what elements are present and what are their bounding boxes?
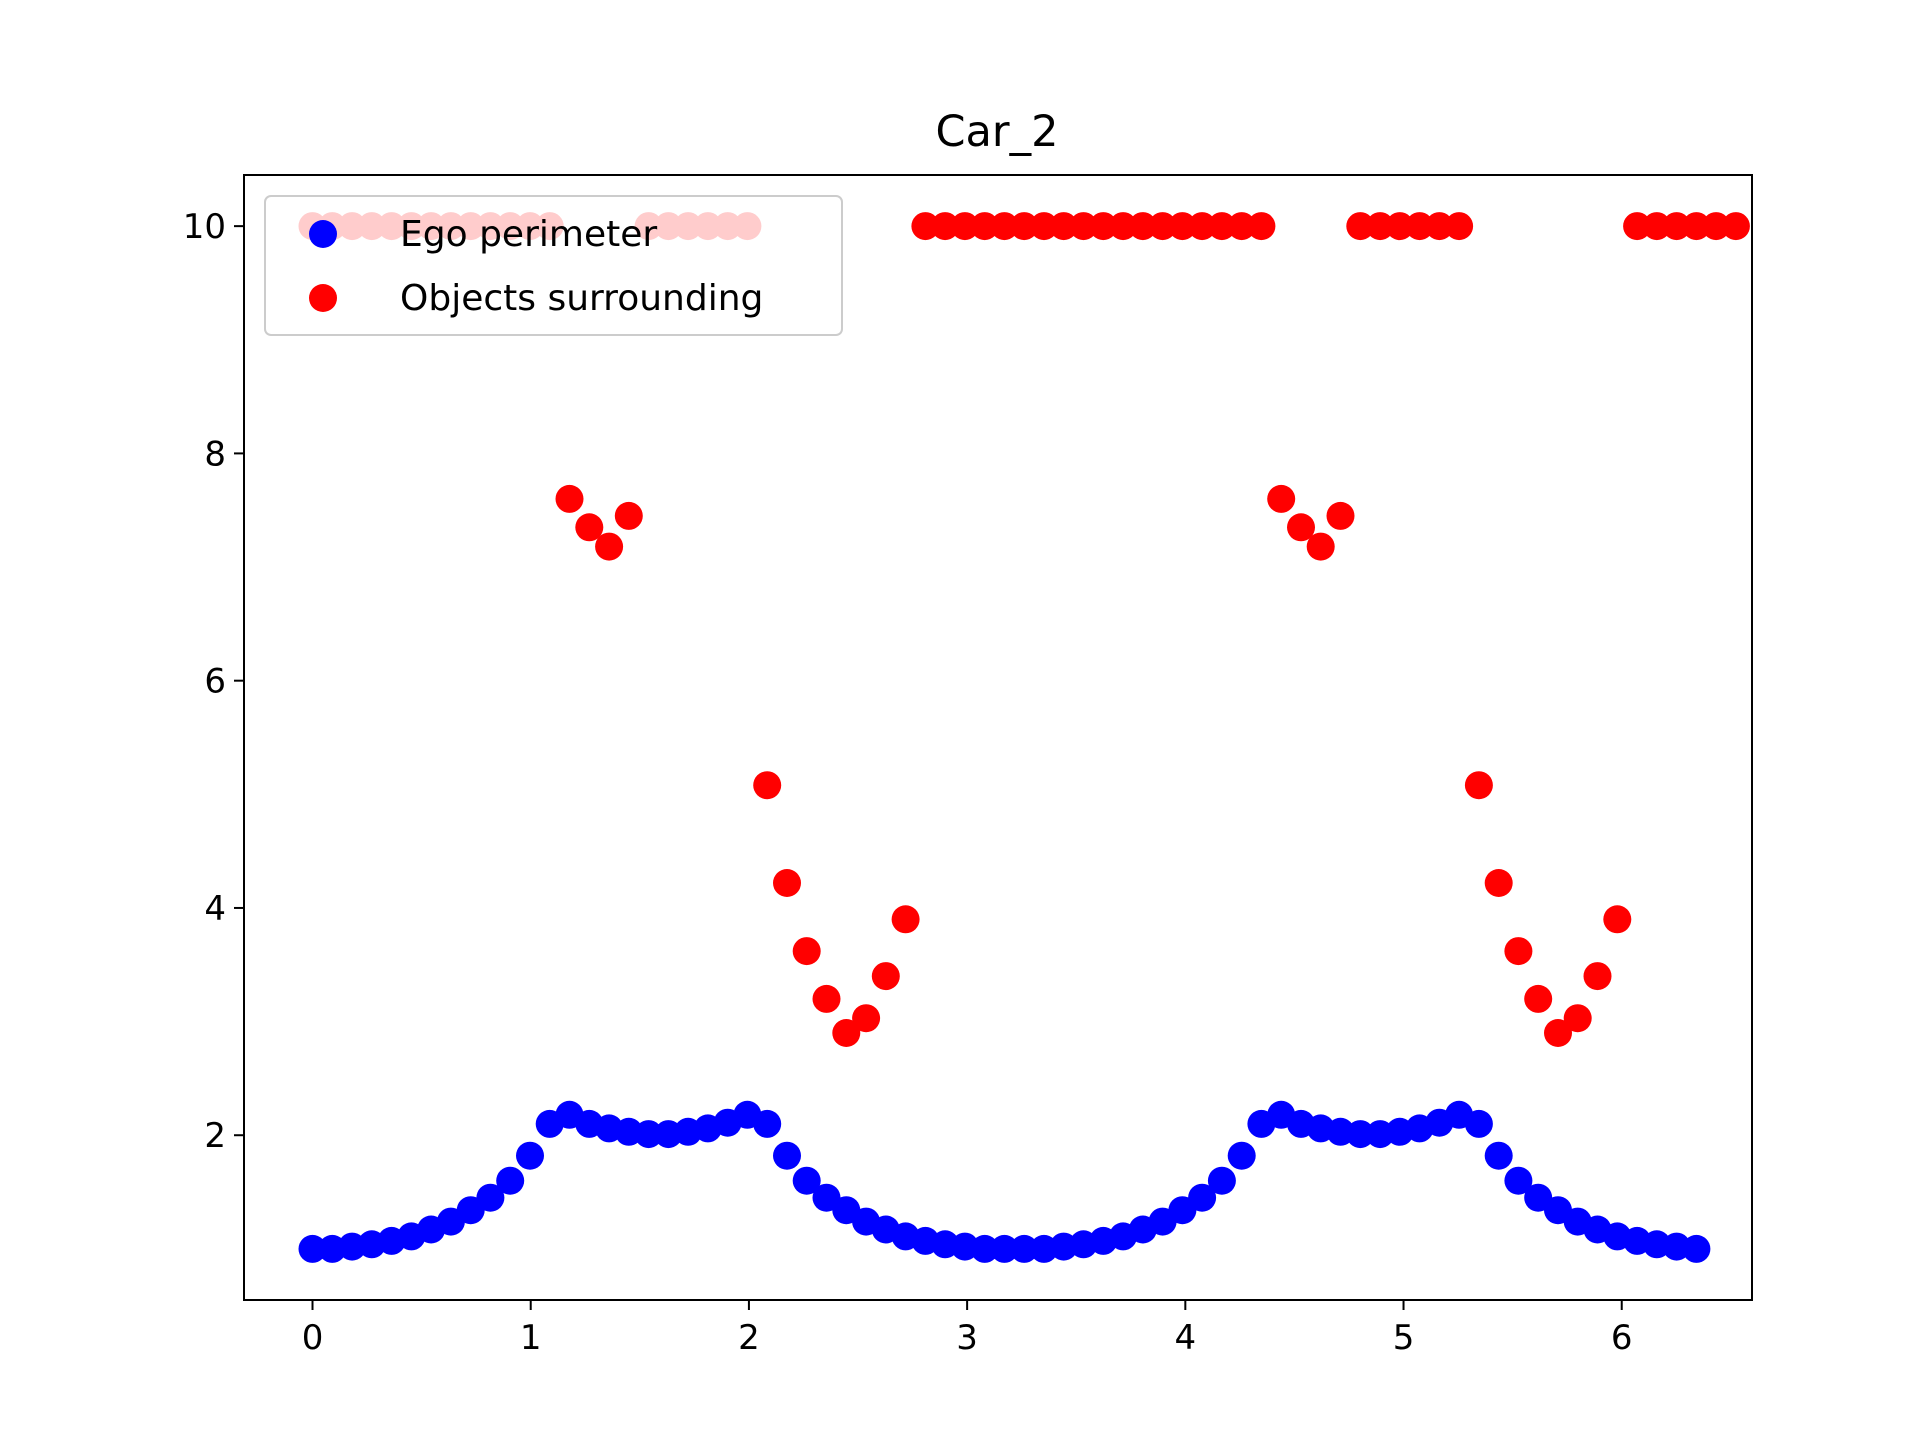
point-objects-54 [1366,212,1395,241]
point-ego-25 [792,1166,821,1195]
point-objects-43 [1148,212,1177,241]
y-tick-label-8: 8 [204,434,226,474]
x-tick-label-5: 5 [1393,1318,1415,1358]
legend: Ego perimeter Objects surrounding [264,195,843,336]
point-objects-31 [911,212,940,241]
y-tick-label-6: 6 [204,662,226,702]
point-objects-37 [1030,212,1058,241]
x-tick-label-4: 4 [1175,1318,1197,1358]
point-ego-36 [1010,1234,1039,1263]
point-objects-29 [871,962,900,991]
point-objects-49 [1267,484,1296,513]
point-objects-68 [1642,212,1671,241]
point-objects-13 [555,484,584,513]
point-objects-34 [970,212,999,241]
point-ego-70 [1682,1234,1711,1263]
point-ego-34 [970,1234,999,1263]
y-tick-label-4: 4 [204,889,226,929]
point-objects-15 [595,532,624,561]
point-ego-53 [1346,1120,1375,1149]
point-objects-33 [950,212,979,241]
y-tick-label-10: 10 [183,207,226,247]
x-tick-label-0: 0 [302,1318,324,1358]
point-ego-46 [1207,1166,1236,1195]
point-ego-9 [476,1183,505,1212]
point-ego-35 [990,1234,1019,1263]
axis-ticks: 0 1 2 3 4 5 6 2 4 6 8 10 [183,207,1633,1358]
point-objects-40 [1089,212,1118,241]
point-objects-44 [1168,212,1197,241]
point-ego-59 [1464,1109,1493,1138]
point-objects-27 [832,1019,861,1047]
point-objects-16 [614,501,643,530]
point-objects-65 [1583,962,1612,991]
point-objects-62 [1524,984,1553,1013]
point-objects-23 [753,771,782,800]
x-tick-label-1: 1 [520,1318,542,1358]
point-objects-71 [1702,212,1731,241]
point-objects-52 [1326,501,1355,530]
point-objects-46 [1207,212,1236,241]
point-objects-66 [1603,905,1632,934]
legend-box [264,195,843,336]
point-objects-56 [1405,212,1434,241]
legend-label-ego: Ego perimeter [400,214,657,255]
x-tick-label-6: 6 [1611,1318,1633,1358]
point-objects-64 [1563,1004,1592,1033]
point-objects-58 [1445,212,1474,241]
point-objects-61 [1504,937,1533,966]
point-objects-70 [1682,212,1711,241]
point-objects-53 [1346,212,1375,241]
point-ego-45 [1188,1183,1217,1212]
point-objects-63 [1544,1019,1572,1047]
point-ego-24 [773,1141,801,1170]
legend-label-objects: Objects surrounding [400,278,763,319]
point-objects-26 [812,984,841,1013]
chart-title: Car_2 [936,107,1059,157]
point-objects-59 [1464,771,1493,800]
point-objects-32 [931,212,960,241]
x-tick-label-3: 3 [956,1318,978,1358]
point-ego-11 [516,1141,544,1170]
point-objects-47 [1227,212,1256,241]
point-objects-55 [1385,212,1414,241]
point-objects-41 [1109,212,1138,241]
point-objects-42 [1128,212,1157,241]
point-objects-36 [1010,212,1039,241]
point-objects-38 [1049,212,1078,241]
point-ego-0 [298,1234,327,1263]
legend-marker-objects [309,284,337,312]
point-objects-39 [1069,212,1098,241]
point-objects-14 [575,513,604,542]
point-ego-61 [1504,1166,1533,1195]
point-objects-30 [891,905,920,934]
point-objects-24 [773,869,801,897]
x-tick-label-2: 2 [738,1318,760,1358]
y-tick-label-2: 2 [204,1116,226,1156]
point-objects-28 [852,1004,881,1033]
point-objects-25 [792,937,821,966]
point-objects-67 [1623,212,1652,241]
point-ego-60 [1484,1141,1513,1170]
point-objects-35 [990,212,1019,241]
point-objects-60 [1484,869,1513,897]
plot-frame [243,174,1753,1301]
point-objects-50 [1287,513,1315,542]
point-objects-51 [1306,532,1335,561]
point-ego-47 [1227,1141,1256,1170]
point-ego-17 [634,1120,663,1149]
point-objects-57 [1425,212,1454,241]
point-objects-69 [1662,212,1691,241]
point-objects-48 [1247,212,1276,241]
point-objects-45 [1188,212,1217,241]
point-ego-23 [753,1109,782,1138]
legend-marker-ego [309,220,337,248]
point-ego-10 [496,1166,525,1195]
point-objects-72 [1721,212,1750,241]
